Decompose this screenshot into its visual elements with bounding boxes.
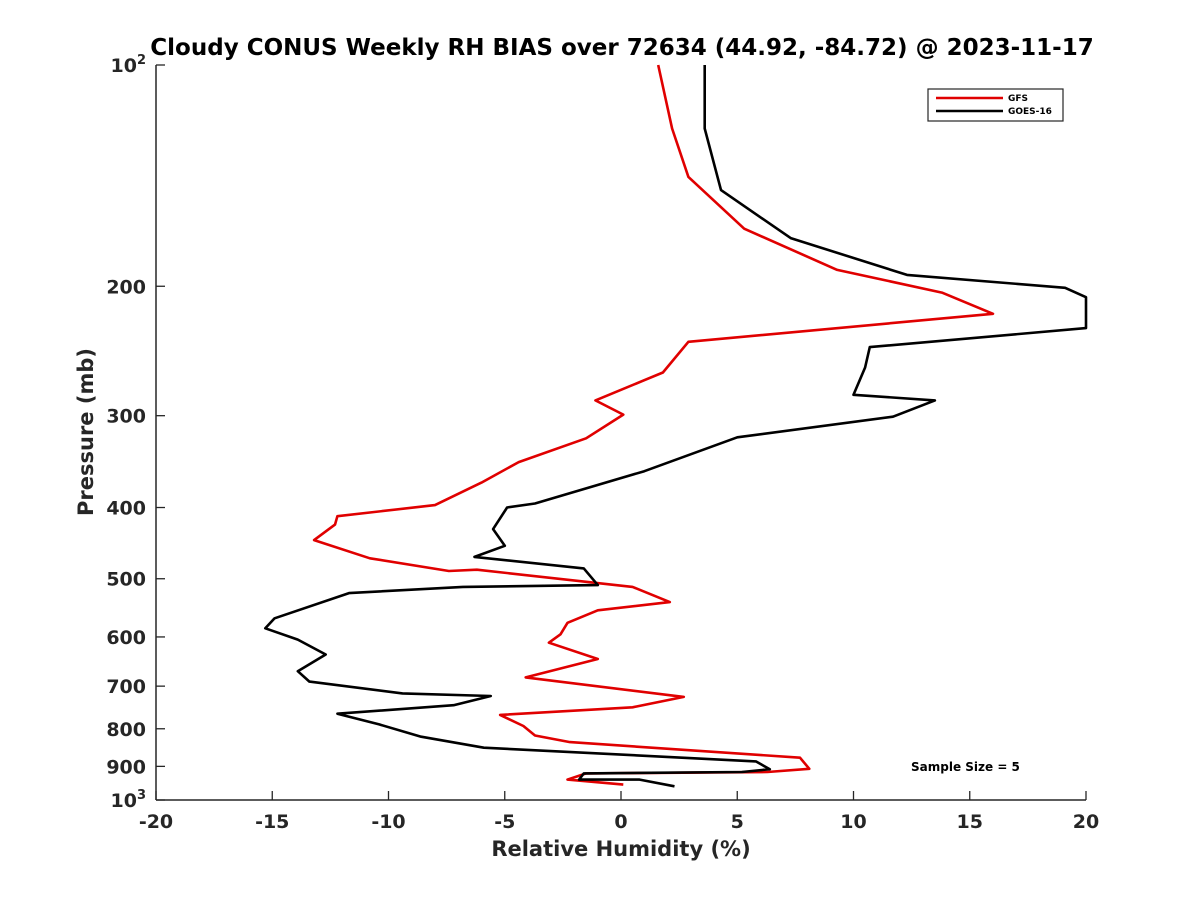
y-axis-label: Pressure (mb) [74,348,98,516]
x-tick-label: -15 [255,811,289,833]
x-tick-label: 20 [1073,811,1099,833]
legend-box [927,88,1064,122]
x-tick-label: -10 [371,811,405,833]
y-tick-label: 102 [111,53,147,77]
series-line-gfs [312,64,995,786]
series-layer [263,64,1088,788]
y-tick-label: 900 [106,756,146,778]
y-tick-label: 700 [106,676,146,698]
x-tick-label: -20 [139,811,173,833]
x-tick-label: -5 [494,811,515,833]
y-tick-label: 600 [106,627,146,649]
series-line-goes-16 [263,65,1088,788]
x-axis-label: Relative Humidity (%) [491,837,750,861]
sample-size-annotation: Sample Size = 5 [911,760,1020,774]
legend-label-gfs: GFS [1008,94,1028,104]
legend-label-goes-16: GOES-16 [1008,107,1052,117]
x-tick-label: 0 [614,811,627,833]
x-tick-label: 5 [731,811,744,833]
y-tick-label: 500 [106,569,146,591]
y-tick-label: 400 [106,498,146,520]
x-ticks: -20 -15 -10 -5 0 5 10 15 20 [139,791,1099,833]
legend: GFS GOES-16 [927,88,1064,122]
y-tick-label: 800 [106,719,146,741]
chart-title: Cloudy CONUS Weekly RH BIAS over 72634 (… [150,35,1093,61]
y-tick-label: 103 [111,788,147,812]
y-tick-label: 300 [106,406,146,428]
y-tick-label: 200 [106,276,146,298]
y-ticks: 102 200 300 400 500 600 700 800 900 103 [106,53,165,812]
x-tick-label: 10 [840,811,866,833]
x-tick-label: 15 [957,811,983,833]
